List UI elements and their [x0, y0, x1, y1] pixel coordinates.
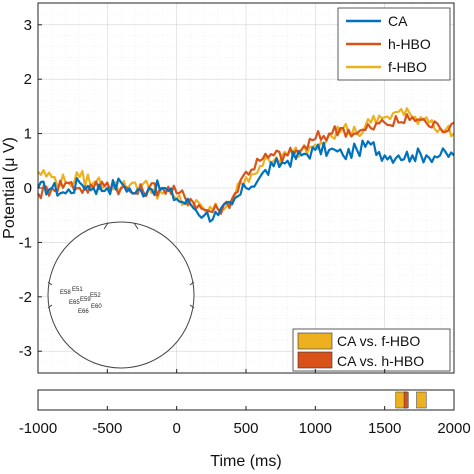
series-line-h-hbo — [37, 113, 455, 215]
scalp-inset: E58 E51 E52 E65 E59 E60 E66 — [47, 221, 195, 369]
x-tick-label: 500 — [233, 420, 258, 437]
significance-legend: CA vs. f-HBO CA vs. h-HBO — [292, 328, 451, 372]
x-axis: -1000 -500 0 500 1000 1500 2000 — [19, 369, 471, 437]
significance-swatch-h-hbo — [297, 351, 333, 369]
significance-bar — [416, 391, 427, 409]
legend-label-f-hbo: f-HBO — [388, 59, 427, 75]
y-axis-label: Potential (μ V) — [1, 137, 18, 239]
y-tick-label: -2 — [19, 289, 32, 306]
y-tick-label: 0 — [24, 180, 32, 197]
y-tick-label: -3 — [19, 343, 32, 360]
electrode-label: E60 — [91, 304, 102, 310]
x-tick-label: 0 — [172, 420, 180, 437]
x-tick-label: 2000 — [437, 420, 470, 437]
x-axis-label: Time (ms) — [210, 453, 281, 470]
y-tick-label: 2 — [24, 71, 32, 88]
nose-mark-right — [133, 222, 139, 230]
y-axis: -3 -2 -1 0 1 2 3 — [19, 17, 42, 360]
x-tick-label: 1000 — [299, 420, 332, 437]
y-tick-label: 3 — [24, 17, 32, 34]
x-tick-label: -1000 — [19, 420, 57, 437]
electrode-label: E52 — [90, 293, 101, 299]
y-tick-label: 1 — [24, 126, 32, 143]
significance-swatch-f-hbo — [297, 332, 333, 350]
x-tick-label: -500 — [92, 420, 122, 437]
legend-label-ca: CA — [388, 13, 408, 29]
head-outline — [47, 221, 195, 369]
x-tick-label: 1500 — [368, 420, 401, 437]
ear-right — [189, 281, 195, 309]
significance-label-h-hbo: CA vs. h-HBO — [337, 353, 424, 369]
electrode-label: E58 — [60, 290, 71, 296]
ear-left — [47, 281, 53, 309]
electrode-label: E65 — [69, 300, 80, 306]
significance-label-f-hbo: CA vs. f-HBO — [337, 333, 420, 349]
significance-bars — [395, 391, 427, 409]
electrode-label: E66 — [78, 309, 89, 315]
electrode-label: E59 — [80, 297, 91, 303]
legend: CA h-HBO f-HBO — [337, 7, 451, 81]
significance-strip-background — [38, 390, 454, 410]
legend-label-h-hbo: h-HBO — [388, 36, 431, 52]
nose-mark-left — [103, 222, 109, 230]
series-line-ca — [37, 139, 455, 223]
y-tick-label: -1 — [19, 234, 32, 251]
series-lines — [37, 107, 455, 223]
electrode-label: E51 — [72, 287, 83, 293]
significance-bar — [403, 391, 409, 409]
